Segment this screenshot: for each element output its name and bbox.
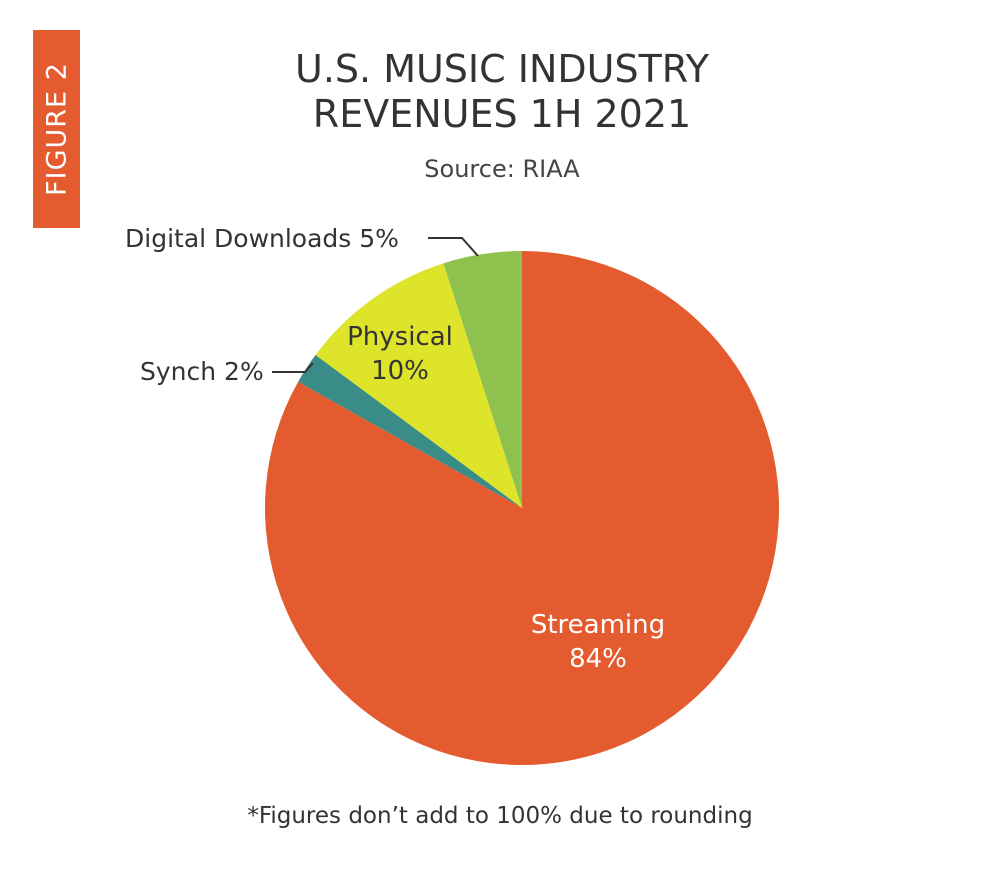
title-line-1: U.S. MUSIC INDUSTRY bbox=[295, 47, 709, 91]
footnote: *Figures don’t add to 100% due to roundi… bbox=[247, 803, 753, 829]
downloads-leader-line bbox=[428, 237, 479, 257]
title-line-2: REVENUES 1H 2021 bbox=[312, 92, 692, 136]
label-streaming: Streaming 84% bbox=[518, 608, 678, 676]
pie-slice-streaming bbox=[265, 251, 780, 765]
chart-subtitle: Source: RIAA bbox=[424, 155, 580, 183]
label-digital-downloads: Digital Downloads 5% bbox=[125, 224, 399, 253]
synch-leader-line bbox=[272, 362, 314, 373]
pie-slice-digital-downloads bbox=[443, 251, 522, 508]
pie-slice-synch bbox=[298, 355, 522, 508]
figure-label-tab: FIGURE 2 bbox=[33, 30, 80, 228]
pie-slice-physical bbox=[315, 263, 522, 508]
label-physical: Physical 10% bbox=[330, 320, 470, 388]
physical-pct: 10% bbox=[371, 356, 429, 386]
physical-name: Physical bbox=[347, 322, 453, 352]
streaming-name: Streaming bbox=[530, 610, 666, 640]
streaming-pct: 84% bbox=[569, 644, 627, 674]
label-synch: Synch 2% bbox=[140, 357, 264, 386]
chart-title: U.S. MUSIC INDUSTRY REVENUES 1H 2021 bbox=[0, 47, 990, 137]
